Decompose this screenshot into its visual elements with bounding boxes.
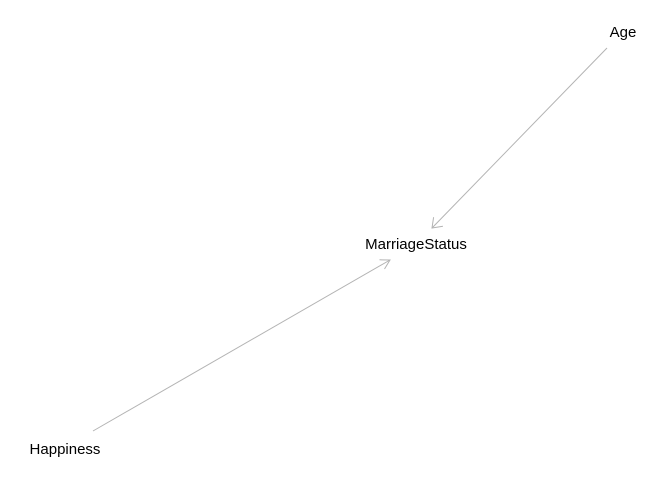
arrowhead-happiness-to-marriagestatus (379, 259, 391, 270)
edge-age-to-marriagestatus (431, 47, 608, 229)
edges-layer (92, 47, 608, 432)
node-happiness: Happiness (30, 441, 101, 458)
nodes-layer: Age MarriageStatus Happiness (30, 24, 637, 458)
node-age: Age (610, 24, 637, 41)
node-marriagestatus: MarriageStatus (365, 236, 467, 253)
arrowhead-age-to-marriagestatus (431, 217, 443, 229)
edge-happiness-to-marriagestatus (92, 259, 391, 432)
